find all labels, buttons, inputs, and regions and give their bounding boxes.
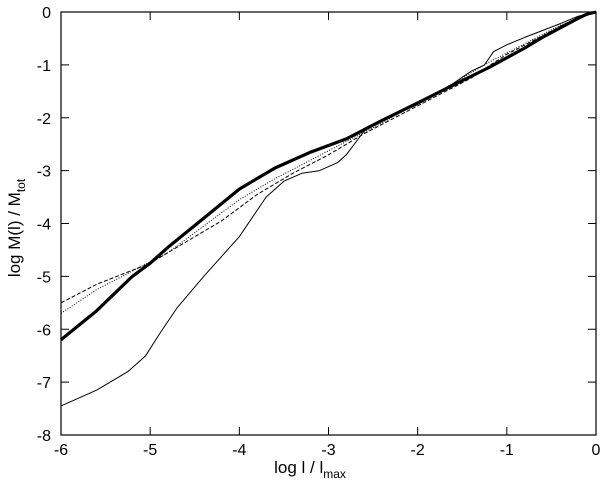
y-tick-label: -3 bbox=[37, 164, 51, 181]
x-tick-label: -3 bbox=[321, 442, 335, 459]
y-tick-label: 0 bbox=[42, 5, 51, 22]
x-axis-label-main: log l / l bbox=[274, 458, 323, 477]
x-tick-label: -6 bbox=[54, 442, 68, 459]
x-tick-label: -1 bbox=[500, 442, 514, 459]
y-axis-label-sub: tot bbox=[14, 178, 28, 192]
y-axis-label: log M(l) / Mtot bbox=[5, 178, 28, 277]
axis-ticks: -6 -5 -4 -3 -2 -1 0 0 -1 -2 -3 -4 -5 -6 -7 -8 bbox=[37, 5, 600, 459]
x-tick-label: -4 bbox=[232, 442, 246, 459]
y-tick-label: -7 bbox=[37, 375, 51, 392]
x-axis-label: log l / lmax bbox=[274, 458, 346, 481]
y-tick-label: -8 bbox=[37, 428, 51, 445]
series-line-thin-solid bbox=[60, 11, 597, 407]
plot-frame bbox=[60, 11, 597, 436]
series-line-thick-solid bbox=[59, 10, 597, 342]
x-tick-label: -2 bbox=[411, 442, 425, 459]
y-tick-label: -2 bbox=[37, 111, 51, 128]
series-group bbox=[59, 10, 597, 407]
x-tick-label: -5 bbox=[143, 442, 157, 459]
y-tick-label: -5 bbox=[37, 269, 51, 286]
y-tick-label: -1 bbox=[37, 58, 51, 75]
series-line-dashed bbox=[60, 11, 597, 304]
y-tick-label: -4 bbox=[37, 217, 51, 234]
y-tick-label: -6 bbox=[37, 322, 51, 339]
x-tick-label: 0 bbox=[592, 442, 600, 459]
x-axis-label-sub: max bbox=[323, 467, 346, 481]
y-axis-label-main: log M(l) / M bbox=[5, 192, 24, 277]
